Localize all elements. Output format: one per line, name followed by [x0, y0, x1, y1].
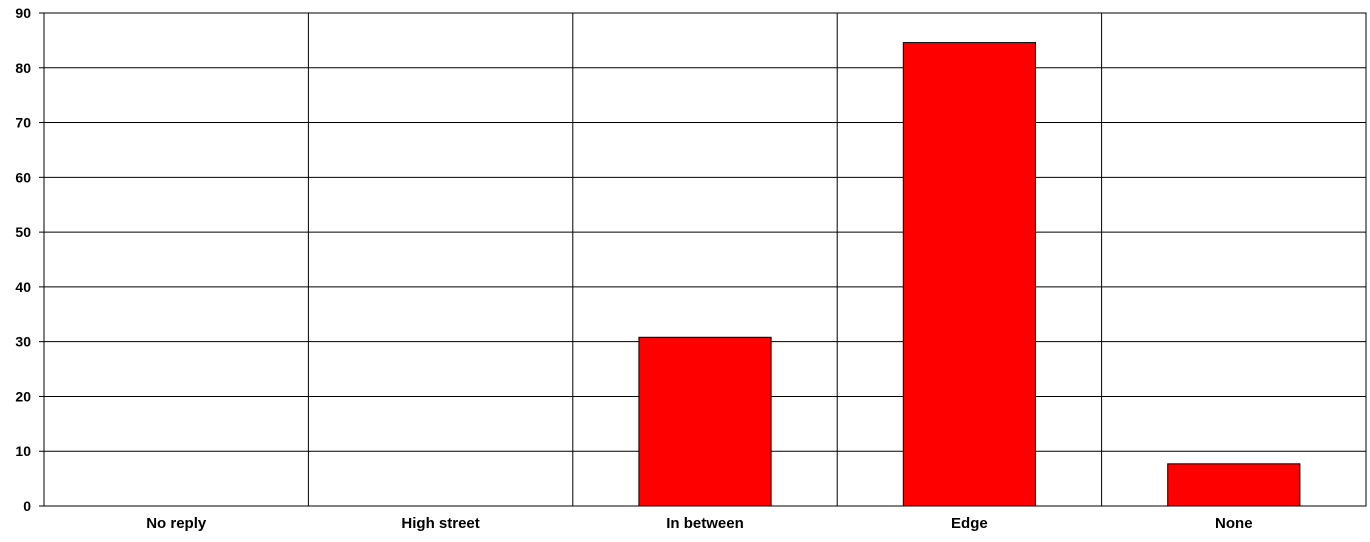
y-axis-ticks: 0 10 20 30 40 50 60 70 80 90	[15, 5, 44, 514]
y-tick-label: 10	[15, 443, 31, 459]
x-category-label: No reply	[146, 515, 207, 532]
y-tick-label: 30	[15, 334, 31, 350]
bar-none	[1167, 463, 1301, 507]
bar-in-between	[638, 336, 772, 507]
x-category-label: High street	[401, 515, 479, 532]
y-tick-label: 20	[15, 388, 31, 404]
bar-edge	[902, 42, 1036, 507]
bars	[638, 42, 1301, 507]
x-axis-labels: No reply High street In between Edge None	[146, 515, 1252, 532]
y-tick-label: 40	[15, 279, 31, 295]
x-category-label: Edge	[951, 515, 988, 532]
y-tick-label: 60	[15, 169, 31, 185]
x-category-label: None	[1215, 515, 1253, 532]
grid-lines	[44, 12, 1366, 507]
y-tick-label: 80	[15, 60, 31, 76]
y-tick-label: 50	[15, 224, 31, 240]
x-category-label: In between	[666, 515, 744, 532]
y-tick-label: 90	[15, 5, 31, 21]
y-tick-label: 0	[23, 498, 31, 514]
y-tick-label: 70	[15, 115, 31, 131]
